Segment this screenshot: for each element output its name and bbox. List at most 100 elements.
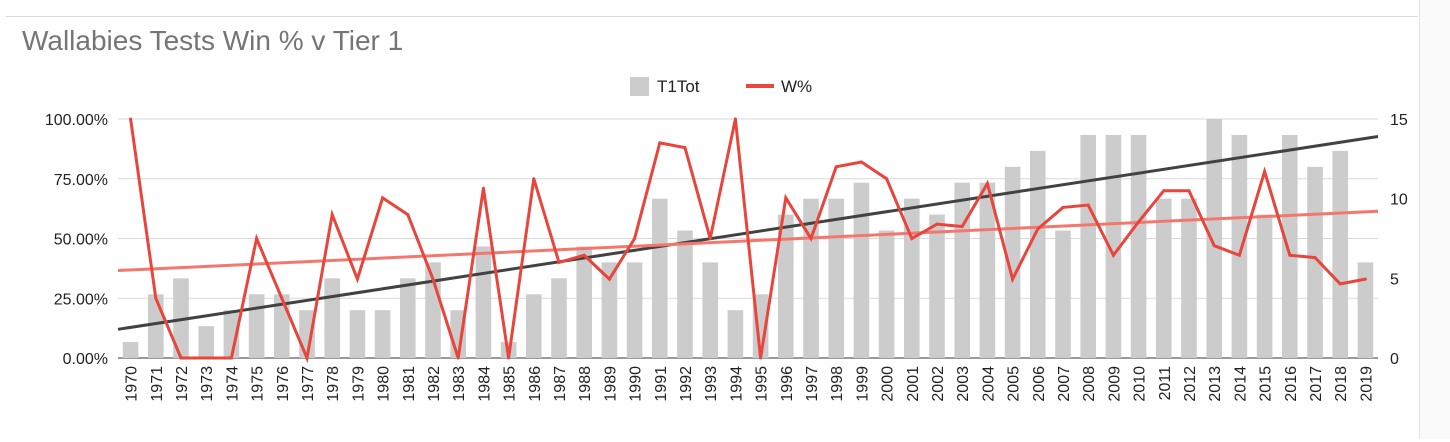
x-tick-label: 1981 bbox=[401, 366, 418, 402]
x-tick-label: 1978 bbox=[325, 366, 342, 402]
bar-t1tot bbox=[626, 262, 643, 358]
x-tick-label: 1995 bbox=[754, 366, 771, 402]
x-tick-label: 2011 bbox=[1157, 366, 1174, 401]
win-pct-point bbox=[809, 237, 813, 240]
x-tick-label: 1980 bbox=[376, 366, 393, 402]
bar-t1tot bbox=[677, 230, 693, 358]
x-tick-label: 1994 bbox=[728, 366, 745, 402]
left-tick-label: 75.00% bbox=[54, 172, 108, 189]
bar-t1tot bbox=[1029, 150, 1046, 358]
bar-t1tot bbox=[903, 198, 920, 358]
left-tick-label: 0.00% bbox=[63, 351, 108, 368]
x-tick-label: 2018 bbox=[1333, 366, 1350, 402]
bar-t1tot bbox=[1080, 134, 1097, 358]
x-tick-label: 1993 bbox=[703, 366, 720, 402]
x-tick-label: 2000 bbox=[880, 366, 897, 402]
bar-series-t1tot bbox=[122, 119, 1374, 358]
x-tick-label: 2007 bbox=[1056, 366, 1073, 402]
win-pct-point bbox=[129, 117, 133, 121]
x-tick-label: 2004 bbox=[980, 366, 997, 402]
bar-t1tot bbox=[122, 342, 139, 358]
x-tick-label: 2013 bbox=[1207, 366, 1224, 402]
win-pct-point bbox=[456, 356, 460, 360]
x-tick-label: 2001 bbox=[905, 366, 922, 402]
win-pct-point bbox=[960, 225, 964, 229]
bar-t1tot bbox=[425, 262, 441, 358]
x-tick-label: 1985 bbox=[502, 366, 519, 402]
win-pct-point bbox=[280, 296, 284, 300]
bar-t1tot bbox=[777, 214, 794, 358]
bar-t1tot bbox=[1105, 134, 1122, 358]
bar-t1tot bbox=[374, 310, 391, 358]
left-tick-label: 100.00% bbox=[45, 112, 108, 129]
bar-t1tot bbox=[601, 262, 618, 358]
win-pct-point bbox=[507, 356, 511, 360]
x-tick-label: 2016 bbox=[1283, 366, 1300, 402]
win-pct-point bbox=[1187, 189, 1191, 193]
win-pct-point bbox=[834, 165, 838, 169]
x-tick-label: 2005 bbox=[1006, 366, 1023, 402]
win-pct-point bbox=[1162, 189, 1166, 193]
bar-t1tot bbox=[954, 182, 971, 358]
win-pct-point bbox=[1338, 282, 1342, 286]
win-pct-point bbox=[910, 237, 914, 240]
bar-t1tot bbox=[198, 326, 215, 358]
win-pct-point bbox=[481, 186, 485, 190]
x-tick-label: 2006 bbox=[1031, 366, 1048, 402]
legend-bar-label: T1Tot bbox=[657, 77, 700, 96]
window-edge-strip bbox=[1419, 0, 1450, 439]
x-tick-label: 1973 bbox=[199, 366, 216, 402]
chart-title: Wallabies Tests Win % v Tier 1 bbox=[22, 25, 403, 56]
bar-t1tot bbox=[1357, 262, 1374, 358]
win-pct-point bbox=[1011, 277, 1015, 281]
bar-t1tot bbox=[1231, 134, 1248, 358]
win-pct-point bbox=[406, 213, 410, 217]
win-pct-point bbox=[1288, 253, 1292, 257]
bar-t1tot bbox=[979, 182, 996, 358]
win-pct-point bbox=[355, 277, 359, 281]
bar-t1tot bbox=[576, 246, 593, 358]
x-tick-label: 1987 bbox=[552, 366, 569, 402]
win-pct-point bbox=[1111, 253, 1115, 257]
win-pct-point bbox=[1086, 203, 1090, 207]
line-series-win-pct bbox=[129, 117, 1367, 364]
x-tick-label: 1997 bbox=[804, 366, 821, 402]
bar-t1tot bbox=[248, 294, 265, 358]
win-pct-point bbox=[708, 237, 712, 240]
x-tick-label: 1971 bbox=[149, 366, 166, 402]
bar-t1tot bbox=[853, 182, 870, 358]
bar-t1tot bbox=[727, 310, 744, 358]
x-tick-label: 2002 bbox=[930, 366, 947, 402]
legend-bar-swatch bbox=[630, 77, 649, 96]
x-tick-label: 2015 bbox=[1258, 366, 1275, 402]
bar-t1tot bbox=[1256, 214, 1273, 358]
bar-t1tot bbox=[1332, 150, 1349, 358]
x-tick-label: 2003 bbox=[955, 366, 972, 402]
bar-t1tot bbox=[1281, 134, 1298, 358]
legend-line-label: W% bbox=[781, 77, 812, 96]
x-tick-label: 1991 bbox=[653, 366, 670, 402]
combo-chart: Wallabies Tests Win % v Tier 1 T1Tot W% … bbox=[22, 25, 1408, 402]
x-tick-label: 2014 bbox=[1232, 366, 1249, 402]
bar-t1tot bbox=[551, 278, 567, 358]
win-pct-point bbox=[229, 356, 233, 360]
win-pct-point bbox=[683, 146, 687, 150]
x-tick-label: 1986 bbox=[527, 366, 544, 402]
bar-t1tot bbox=[399, 278, 416, 358]
win-pct-point bbox=[885, 177, 889, 181]
win-pct-point bbox=[633, 237, 637, 240]
x-tick-label: 2012 bbox=[1182, 366, 1199, 402]
win-pct-point bbox=[582, 253, 586, 257]
win-pct-point bbox=[179, 356, 183, 360]
x-tick-label: 1999 bbox=[854, 366, 871, 402]
x-tick-label: 1982 bbox=[426, 366, 443, 402]
x-tick-label: 1974 bbox=[224, 366, 241, 402]
bar-t1tot bbox=[651, 198, 668, 358]
bar-t1tot bbox=[525, 294, 542, 358]
bar-t1tot bbox=[1130, 134, 1147, 358]
x-tick-label: 2009 bbox=[1106, 366, 1123, 402]
right-tick-label: 15 bbox=[1390, 112, 1408, 129]
bar-t1tot bbox=[828, 198, 845, 358]
win-pct-point bbox=[859, 160, 863, 164]
win-pct-point bbox=[154, 296, 158, 300]
